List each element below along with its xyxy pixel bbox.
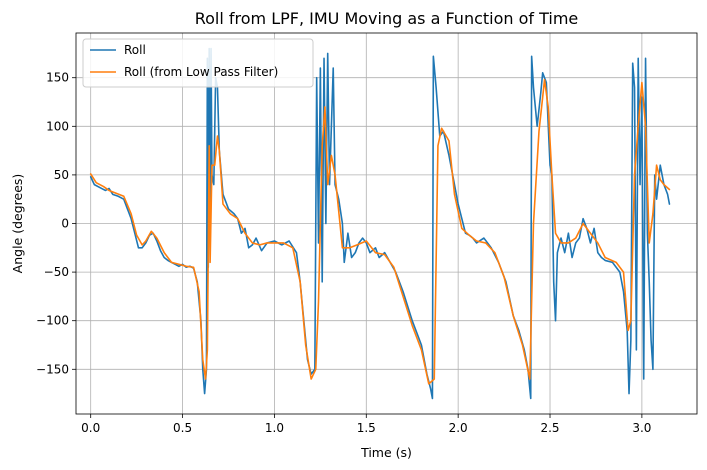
x-tick-label: 0.0 <box>81 421 100 435</box>
legend-label-roll-lpf: Roll (from Low Pass Filter) <box>124 65 278 79</box>
legend-box <box>82 38 314 88</box>
y-tick-label: −100 <box>36 314 69 328</box>
y-tick-label: 150 <box>46 71 69 85</box>
y-tick-label: 100 <box>46 119 69 133</box>
y-axis-label: Angle (degrees) <box>10 174 25 274</box>
series-layer <box>89 47 671 400</box>
y-tick-label: 50 <box>54 168 69 182</box>
series-line-roll-lpf <box>89 78 671 385</box>
legend-label-roll: Roll <box>124 43 146 57</box>
grid <box>76 33 697 414</box>
chart-title: Roll from LPF, IMU Moving as a Function … <box>195 9 579 28</box>
y-tick-label: 0 <box>61 217 69 231</box>
x-tick-label: 1.0 <box>265 421 284 435</box>
x-tick-label: 2.0 <box>449 421 468 435</box>
legend: Roll Roll (from Low Pass Filter) <box>82 38 314 88</box>
axis-ticks: 0.0 0.5 1.0 1.5 2.0 2.5 3.0 −150 −100 −50 0 50 100 15… <box>36 71 651 435</box>
x-tick-label: 2.5 <box>540 421 559 435</box>
x-tick-label: 1.5 <box>357 421 376 435</box>
y-tick-label: −50 <box>44 265 69 279</box>
x-tick-label: 3.0 <box>632 421 651 435</box>
x-tick-label: 0.5 <box>173 421 192 435</box>
y-tick-label: −150 <box>36 362 69 376</box>
x-axis-label: Time (s) <box>360 445 412 460</box>
